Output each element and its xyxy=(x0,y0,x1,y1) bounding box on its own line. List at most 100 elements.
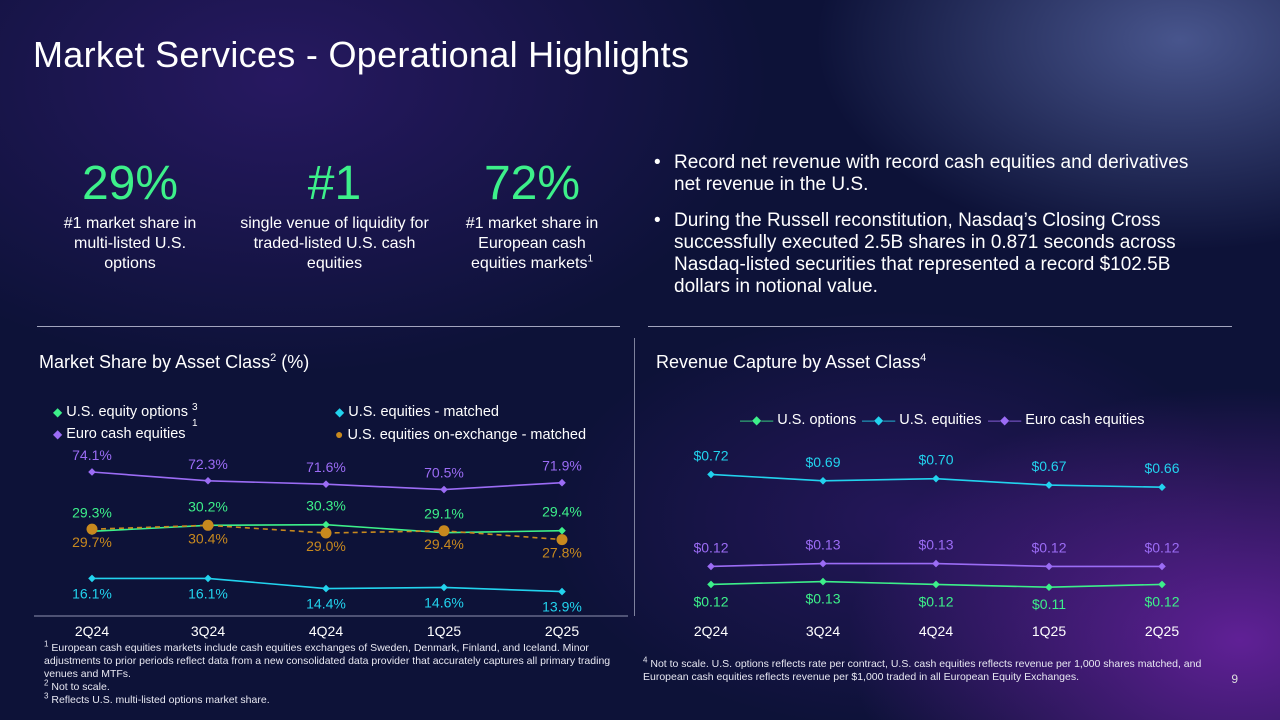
data-point xyxy=(86,523,98,535)
data-point xyxy=(1045,583,1053,591)
page-title: Market Services - Operational Highlights xyxy=(33,34,690,75)
data-label: $0.13 xyxy=(805,537,840,553)
data-point xyxy=(1045,481,1053,489)
stat-value: #1 xyxy=(307,157,362,210)
line-diamond-marker-icon: —◆— xyxy=(862,413,896,427)
data-point xyxy=(932,580,940,589)
legend-us-equity-options: ◆ U.S. equity options 3 1 xyxy=(53,402,198,429)
data-label: 27.8% xyxy=(542,545,582,561)
data-label: 13.9% xyxy=(542,599,582,615)
data-label: $0.69 xyxy=(805,454,840,470)
market-share-chart-title: Market Share by Asset Class2 (%) xyxy=(39,352,310,372)
data-point xyxy=(558,587,566,596)
data-label: $0.67 xyxy=(1031,458,1066,474)
data-label: 29.4% xyxy=(424,536,464,552)
data-label: $0.70 xyxy=(918,452,953,468)
line-diamond-marker-icon: —◆— xyxy=(740,413,774,427)
data-label: 14.4% xyxy=(306,596,346,612)
data-point xyxy=(707,562,715,571)
x-tick-label: 1Q25 xyxy=(427,623,461,639)
data-label: $0.12 xyxy=(918,593,953,609)
x-tick-label: 2Q24 xyxy=(694,623,728,639)
footnotes-right: 4 Not to scale. U.S. options reflects ra… xyxy=(643,655,1208,684)
data-point xyxy=(202,519,214,531)
legend-euro-cash-equities: ◆ Euro cash equities xyxy=(53,426,186,442)
diamond-marker-icon: ◆ xyxy=(335,405,345,419)
data-label: 29.0% xyxy=(306,538,346,554)
data-point xyxy=(707,470,715,479)
data-label: 74.1% xyxy=(72,447,112,463)
data-label: 30.4% xyxy=(188,530,228,546)
line-diamond-marker-icon: —◆— xyxy=(988,413,1022,427)
footnote-4: 4 Not to scale. U.S. options reflects ra… xyxy=(643,655,1202,683)
data-point xyxy=(558,526,566,535)
data-point xyxy=(88,468,96,476)
highlight-item: During the Russell reconstitution, Nasda… xyxy=(652,210,1212,298)
data-label: 30.3% xyxy=(306,498,346,514)
data-point xyxy=(204,574,212,583)
legend-us-options: —◆— U.S. options xyxy=(740,412,857,428)
x-tick-label: 2Q25 xyxy=(545,623,579,639)
stat-value: 29% xyxy=(81,157,179,210)
x-tick-label: 1Q25 xyxy=(1032,623,1066,639)
stat-cash-equities-venue: #1 single venue of liquidity for traded-… xyxy=(232,158,437,274)
diamond-marker-icon: ◆ xyxy=(53,427,63,441)
x-tick-label: 4Q24 xyxy=(309,623,343,639)
stat-desc: #1 market share in European cash equitie… xyxy=(465,215,599,272)
data-point xyxy=(558,478,566,487)
vertical-divider xyxy=(634,338,635,616)
data-label: 29.7% xyxy=(72,534,112,550)
legend-us-equities-matched: ◆ U.S. equities - matched xyxy=(335,404,499,420)
data-point xyxy=(440,485,448,494)
legend-us-equities: —◆— U.S. equities xyxy=(862,412,982,428)
data-label: 14.6% xyxy=(424,594,464,610)
revenue-capture-chart-title: Revenue Capture by Asset Class4 xyxy=(656,352,927,372)
data-label: $0.13 xyxy=(805,591,840,607)
stat-desc: single venue of liquidity for traded-lis… xyxy=(240,215,429,272)
data-point xyxy=(819,577,827,586)
data-point xyxy=(322,520,330,529)
data-label: 71.9% xyxy=(542,458,582,474)
data-label: 29.3% xyxy=(72,504,112,520)
data-label: 70.5% xyxy=(424,465,464,481)
divider-right xyxy=(648,326,1232,327)
data-label: 16.1% xyxy=(72,585,112,601)
data-label: $0.12 xyxy=(1031,539,1066,555)
divider-left xyxy=(37,326,620,327)
data-point xyxy=(440,583,448,592)
data-label: $0.12 xyxy=(1144,539,1179,555)
data-label: $0.13 xyxy=(918,537,953,553)
stat-desc: #1 market share in multi-listed U.S. opt… xyxy=(63,215,197,272)
data-point xyxy=(322,480,330,488)
data-label: 71.6% xyxy=(306,459,346,475)
x-tick-label: 4Q24 xyxy=(919,623,953,639)
data-point xyxy=(322,584,330,593)
data-point xyxy=(1158,580,1166,589)
data-label: 72.3% xyxy=(188,456,228,472)
stat-european-share: 72% #1 market share in European cash equ… xyxy=(452,158,612,274)
legend-euro-cash-equities-rev: —◆— Euro cash equities xyxy=(988,412,1145,428)
data-point xyxy=(438,525,450,537)
data-label: 30.2% xyxy=(188,498,228,514)
footnote-1: 1 European cash equities markets include… xyxy=(44,639,611,680)
data-label: 29.4% xyxy=(542,504,582,520)
data-point xyxy=(819,477,827,485)
data-point xyxy=(320,527,332,539)
x-tick-label: 2Q24 xyxy=(75,623,109,639)
data-point xyxy=(204,476,212,485)
circle-marker-icon: ● xyxy=(335,426,344,442)
stat-options-share: 29% #1 market share in multi-listed U.S.… xyxy=(50,158,210,274)
highlights-list: Record net revenue with record cash equi… xyxy=(652,152,1212,312)
x-tick-label: 3Q24 xyxy=(806,623,840,639)
page-number: 9 xyxy=(1231,672,1238,686)
footnote-3: 3 Reflects U.S. multi-listed options mar… xyxy=(44,691,270,706)
market-share-chart: 74.1% 72.3% 71.6% 70.5% 71.9% 29.3% 30.2% 30.3%… xyxy=(34,447,628,639)
data-point xyxy=(932,559,940,568)
diamond-marker-icon: ◆ xyxy=(53,405,63,419)
legend-us-equities-on-exchange: ● U.S. equities on-exchange - matched xyxy=(335,426,587,443)
data-point xyxy=(556,534,568,546)
data-label: 29.1% xyxy=(424,506,464,522)
data-label: $0.12 xyxy=(1144,593,1179,609)
data-point xyxy=(1158,483,1166,491)
data-point xyxy=(932,474,940,483)
